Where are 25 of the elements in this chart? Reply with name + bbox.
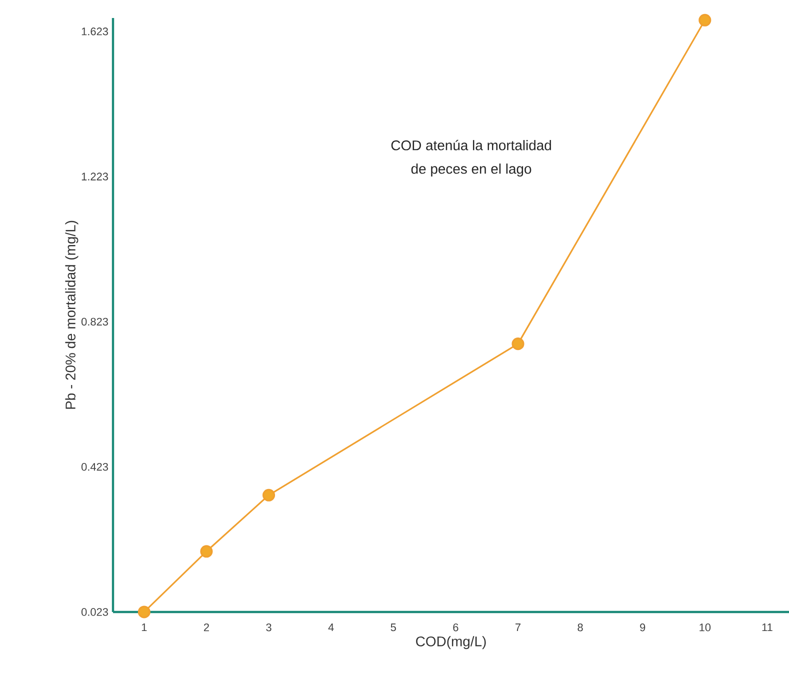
x-tick-label: 5 [390, 624, 396, 632]
x-tick-label: 2 [204, 624, 209, 632]
point [698, 14, 712, 26]
point [262, 488, 276, 502]
annotation: COD atenúa la mortalidad [391, 140, 551, 150]
annotation: de peces en el lago [411, 164, 532, 177]
x-axis-title: COD(mg/L) [416, 636, 486, 650]
x-tick-label: 1 [142, 624, 147, 632]
x-tick-label: 8 [578, 624, 583, 632]
x-tick-label: 7 [516, 624, 520, 632]
x-tick-label: 3 [266, 624, 272, 632]
point [512, 338, 524, 350]
x-tick-label: 6 [453, 624, 458, 632]
y-axis-title: Pb - 20% de mortalidad (mg/L) [65, 220, 78, 409]
point [200, 545, 213, 558]
x-tick-label: 11 [762, 624, 772, 632]
y-tick-label: 0.423 [81, 462, 108, 471]
x-tick-label: 10 [700, 624, 711, 632]
y-tick-label: 1.223 [82, 172, 108, 180]
y-tick-label: 1.623 [82, 28, 108, 36]
x-tick-label: 4 [328, 624, 334, 632]
y-tick-label: 0.823 [81, 318, 108, 326]
x-tick-label: 9 [640, 624, 646, 632]
point [138, 606, 150, 618]
y-tick-label: 0.023 [81, 608, 108, 616]
